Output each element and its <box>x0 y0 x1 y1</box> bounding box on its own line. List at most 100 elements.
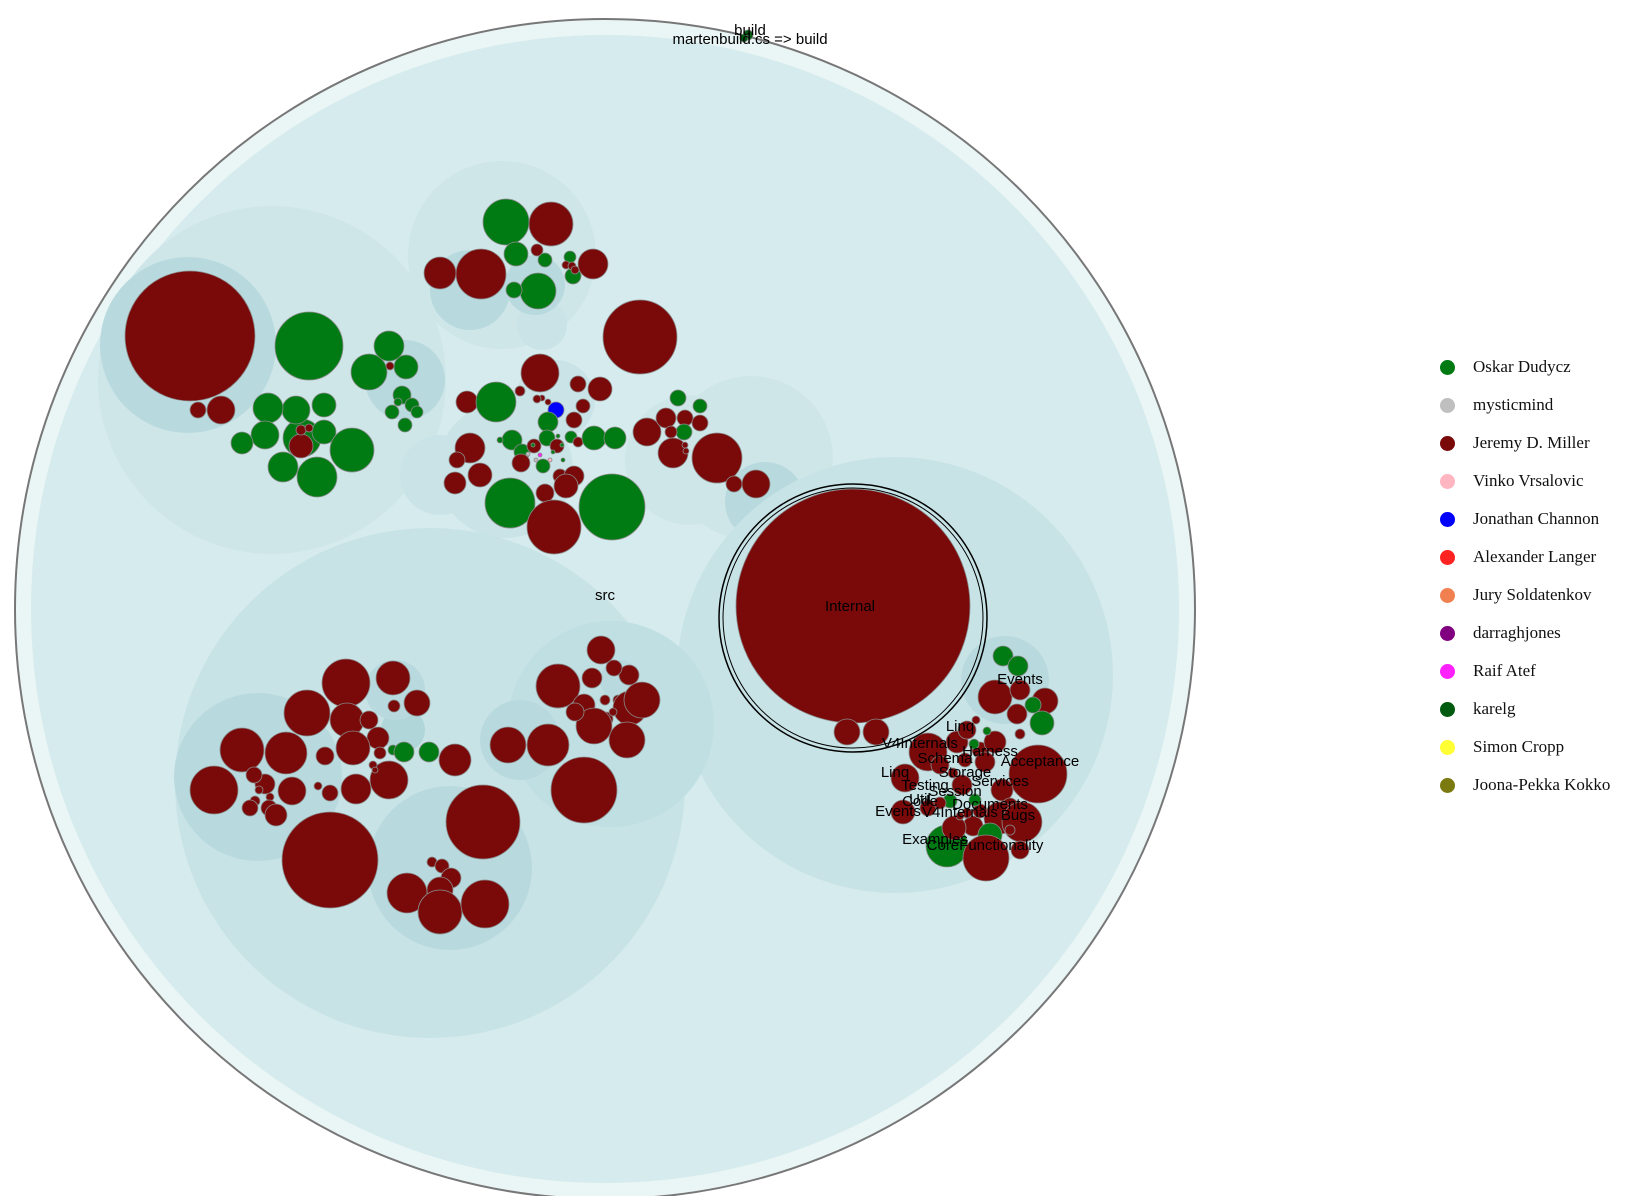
file-circle[interactable] <box>532 394 542 404</box>
file-circle[interactable] <box>968 793 982 807</box>
file-circle[interactable] <box>586 635 616 665</box>
file-circle[interactable] <box>369 760 409 800</box>
legend-item[interactable]: Raif Atef <box>1440 652 1610 690</box>
file-circle[interactable] <box>692 398 708 414</box>
label-events[interactable]: Events <box>997 671 1043 688</box>
legend-item[interactable]: darraghjones <box>1440 614 1610 652</box>
file-circle[interactable] <box>930 755 950 775</box>
file-circle[interactable] <box>575 707 613 745</box>
file-circle[interactable] <box>535 663 581 709</box>
file-circle[interactable] <box>682 447 690 455</box>
file-circle[interactable] <box>384 404 400 420</box>
file-circle[interactable] <box>982 726 992 736</box>
file-circle[interactable] <box>535 483 555 503</box>
file-circle[interactable] <box>565 702 585 722</box>
file-circle[interactable] <box>475 381 517 423</box>
label-internal[interactable]: Internal <box>825 598 875 615</box>
legend-item[interactable]: Simon Cropp <box>1440 728 1610 766</box>
file-circle[interactable] <box>669 389 687 407</box>
file-circle[interactable] <box>385 361 395 371</box>
file-circle[interactable] <box>603 426 627 450</box>
file-circle[interactable] <box>547 457 553 463</box>
file-circle[interactable] <box>467 462 493 488</box>
file-circle[interactable] <box>919 799 937 817</box>
file-circle[interactable] <box>530 243 544 257</box>
file-circle[interactable] <box>1029 710 1055 736</box>
file-circle[interactable] <box>189 765 239 815</box>
file-circle[interactable] <box>968 738 980 750</box>
file-circle[interactable] <box>503 241 529 267</box>
file-circle[interactable] <box>371 766 379 774</box>
file-circle[interactable] <box>438 743 472 777</box>
file-circle[interactable] <box>602 299 678 375</box>
file-circle[interactable] <box>350 353 388 391</box>
file-circle[interactable] <box>482 198 530 246</box>
label-acceptance[interactable]: Acceptance <box>1001 753 1079 770</box>
legend-item[interactable]: Alexander Langer <box>1440 538 1610 576</box>
file-circle[interactable] <box>313 781 323 791</box>
file-circle[interactable] <box>417 889 463 935</box>
file-circle[interactable] <box>445 784 521 860</box>
file-circle[interactable] <box>484 477 536 529</box>
file-circle[interactable] <box>340 773 372 805</box>
file-circle[interactable] <box>618 664 640 686</box>
file-circle[interactable] <box>288 433 314 459</box>
file-circle[interactable] <box>941 815 967 841</box>
file-circle[interactable] <box>526 723 570 767</box>
file-circle[interactable] <box>373 330 405 362</box>
file-circle[interactable] <box>528 201 574 247</box>
file-circle[interactable] <box>990 778 1014 802</box>
file-circle[interactable] <box>397 417 413 433</box>
file-circle[interactable] <box>550 449 556 455</box>
legend-item[interactable]: Jonathan Channon <box>1440 500 1610 538</box>
file-circle[interactable] <box>983 730 1007 754</box>
focused-folder-ring[interactable] <box>718 483 988 753</box>
file-circle[interactable] <box>632 417 662 447</box>
file-circle[interactable] <box>530 442 536 448</box>
label-events2[interactable]: Events <box>875 803 921 820</box>
file-circle[interactable] <box>455 390 479 414</box>
label-v4internals2[interactable]: V4Internals <box>922 804 998 821</box>
file-circle[interactable] <box>957 720 977 740</box>
label-linq2[interactable]: Linq <box>881 764 909 781</box>
file-circle[interactable] <box>366 726 390 750</box>
file-circle[interactable] <box>581 425 607 451</box>
file-circle[interactable] <box>455 248 507 300</box>
legend-item[interactable]: Oskar Dudycz <box>1440 348 1610 386</box>
file-circle[interactable] <box>741 469 771 499</box>
file-circle[interactable] <box>281 811 379 909</box>
file-circle[interactable] <box>1006 703 1028 725</box>
label-build[interactable]: build <box>734 22 766 39</box>
label-schema[interactable]: Schema <box>917 750 973 767</box>
file-circle[interactable] <box>691 414 709 432</box>
file-circle[interactable] <box>553 473 579 499</box>
file-circle[interactable] <box>569 375 587 393</box>
file-circle[interactable] <box>587 376 613 402</box>
file-circle[interactable] <box>514 385 526 397</box>
file-circle[interactable] <box>608 721 646 759</box>
file-circle[interactable] <box>311 419 337 445</box>
file-circle[interactable] <box>947 767 959 779</box>
file-circle[interactable] <box>219 727 265 773</box>
file-circle[interactable] <box>933 796 947 810</box>
legend-item[interactable]: Joona-Pekka Kokko <box>1440 766 1610 804</box>
file-circle[interactable] <box>1008 744 1068 804</box>
file-circle[interactable] <box>264 731 308 775</box>
file-circle[interactable] <box>951 774 973 796</box>
file-circle[interactable] <box>496 436 504 444</box>
label-documents[interactable]: Documents <box>952 796 1028 813</box>
file-circle[interactable] <box>1014 728 1026 740</box>
legend-item[interactable]: Vinko Vrsalovic <box>1440 462 1610 500</box>
file-circle[interactable] <box>329 427 375 473</box>
file-circle[interactable] <box>335 730 371 766</box>
file-circle[interactable] <box>206 395 236 425</box>
file-circle[interactable] <box>544 398 552 406</box>
file-circle[interactable] <box>572 436 584 448</box>
file-circle[interactable] <box>957 752 973 768</box>
file-circle[interactable] <box>725 475 743 493</box>
file-circle[interactable] <box>992 645 1014 667</box>
file-circle[interactable] <box>520 353 560 393</box>
label-build-file[interactable]: martenbuild.cs => build <box>672 31 827 48</box>
file-circle[interactable] <box>575 398 591 414</box>
file-circle[interactable] <box>537 411 559 433</box>
